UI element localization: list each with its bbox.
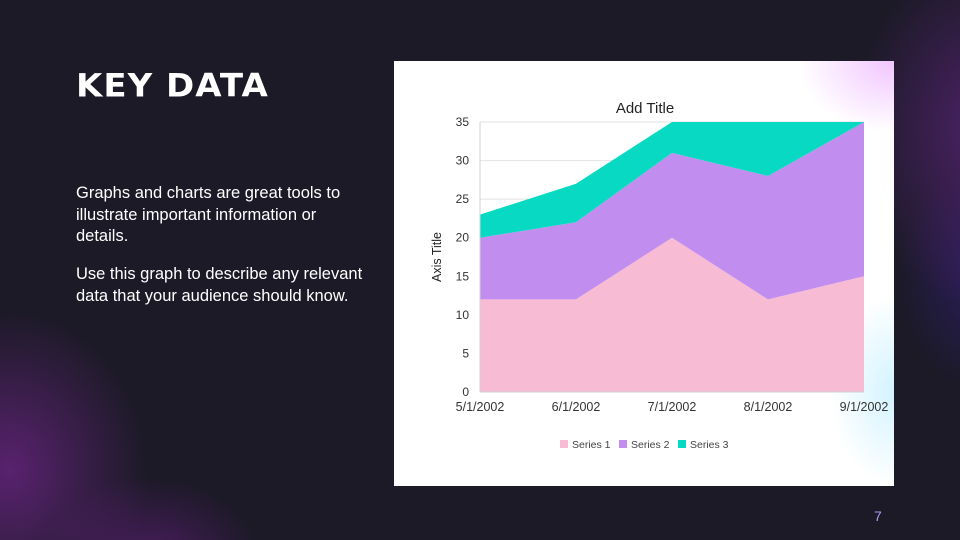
legend-label-2: Series 2 xyxy=(631,439,670,451)
y-tick-label: 35 xyxy=(456,115,470,129)
legend-label-3: Series 3 xyxy=(690,439,729,451)
x-tick-label: 9/1/2002 xyxy=(840,400,889,414)
body-paragraph-1: Graphs and charts are great tools to ill… xyxy=(76,184,341,245)
x-tick-label: 6/1/2002 xyxy=(552,400,601,414)
x-tick-label: 7/1/2002 xyxy=(648,400,697,414)
slide-title: KEY DATA xyxy=(76,67,269,105)
chart-card[interactable]: Add Title Axis Title 0 5 10 15 20 25 30 35 5/1/2… xyxy=(394,61,894,486)
y-tick-label: 0 xyxy=(462,385,469,399)
legend-swatch-1 xyxy=(560,440,568,448)
y-tick-label: 10 xyxy=(456,308,470,322)
legend-swatch-2 xyxy=(619,440,627,448)
page-number: 7 xyxy=(874,508,882,524)
area-series-3 xyxy=(480,122,864,238)
stacked-area-chart: Add Title Axis Title 0 5 10 15 20 25 30 35 5/1/2… xyxy=(430,100,889,451)
body-paragraph-2: Use this graph to describe any relevant … xyxy=(76,265,363,305)
chart-title: Add Title xyxy=(616,100,674,117)
y-tick-label: 20 xyxy=(456,231,470,245)
x-tick-label: 5/1/2002 xyxy=(456,400,505,414)
y-axis-title: Axis Title xyxy=(430,232,444,282)
legend-swatch-3 xyxy=(678,440,686,448)
legend-label-1: Series 1 xyxy=(572,439,611,451)
y-tick-label: 5 xyxy=(462,346,469,360)
area-series-2 xyxy=(480,122,864,300)
y-tick-label: 15 xyxy=(456,269,470,283)
y-tick-label: 25 xyxy=(456,192,470,206)
y-tick-label: 30 xyxy=(456,154,470,168)
area-series-1 xyxy=(480,237,864,392)
x-tick-label: 8/1/2002 xyxy=(744,400,793,414)
